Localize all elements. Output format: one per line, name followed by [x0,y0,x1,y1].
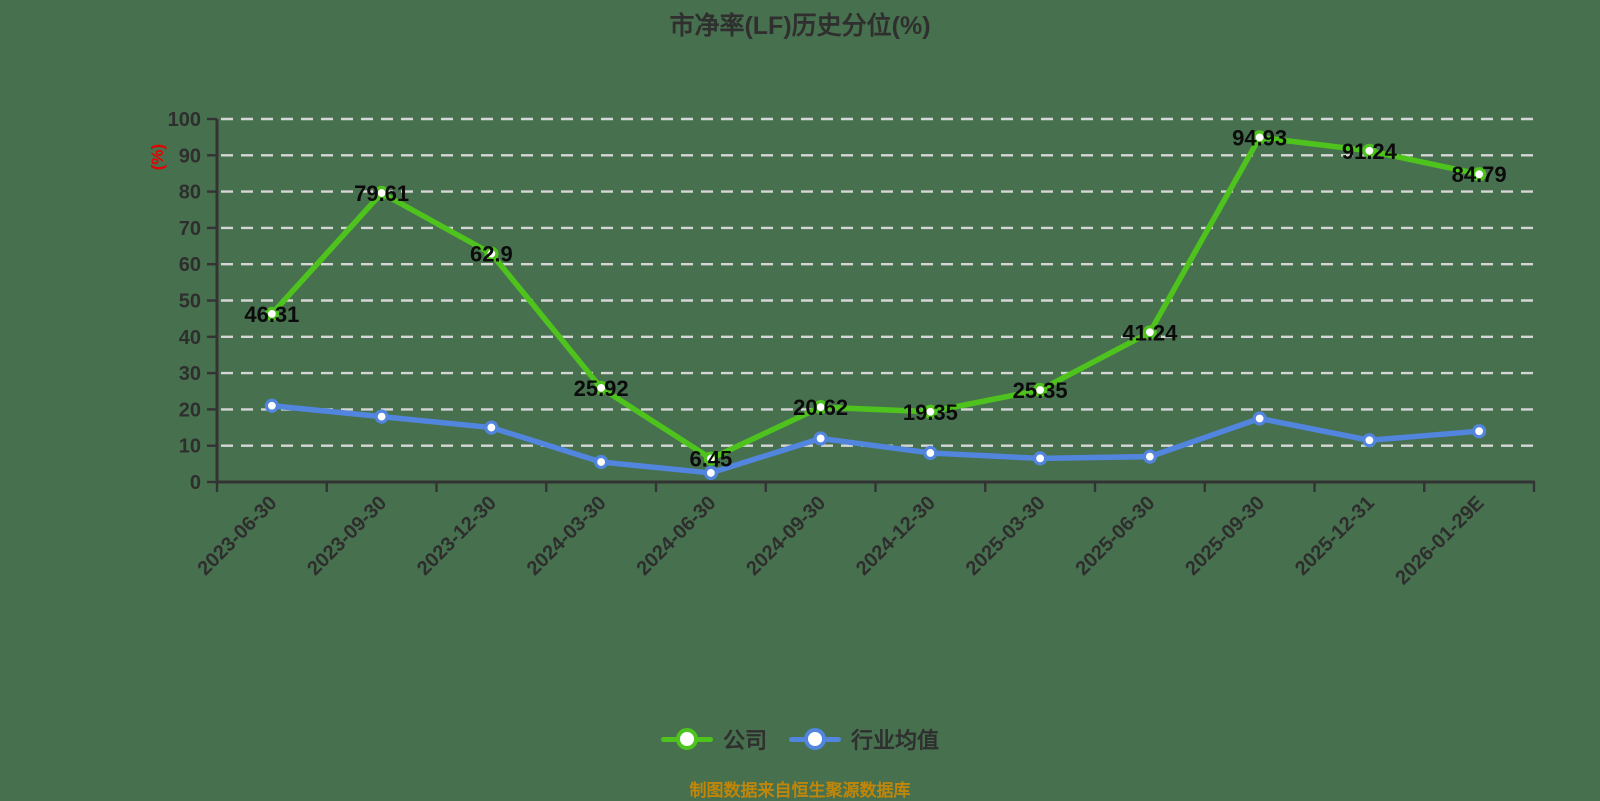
data-point[interactable] [1472,167,1487,182]
x-axis-label: 2023-06-30 [194,492,282,580]
y-axis-tick-label: 70 [179,218,201,240]
legend-label-industry-average: 行业均值 [851,728,940,753]
y-axis-tick-label: 90 [179,145,201,167]
x-axis-label: 2023-12-30 [413,492,501,580]
value-label: 79.61 [354,181,409,206]
x-axis-label: 2024-09-30 [742,492,830,580]
data-point[interactable] [1252,411,1267,426]
x-axis-label: 2025-03-30 [962,492,1050,580]
legend: 公司 行业均值 [0,723,1600,755]
data-point[interactable] [1252,130,1267,145]
data-point[interactable] [923,404,938,419]
data-point[interactable] [923,445,938,461]
data-point[interactable] [484,420,499,435]
value-label: 46.31 [244,302,299,327]
data-point[interactable] [1142,325,1157,340]
value-label: 6.45 [689,447,732,472]
y-axis-tick-label: 50 [179,291,201,313]
x-axis-label: 2024-12-30 [852,492,940,580]
value-label: 62.9 [470,242,513,267]
legend-label-company: 公司 [722,728,767,753]
data-point[interactable] [264,306,279,321]
y-axis-tick-label: 30 [179,363,201,385]
x-axis-label: 2025-12-31 [1291,492,1379,580]
value-label: 19.35 [903,400,958,425]
chart-title: 市净率(LF)历史分位(%) [669,12,931,40]
data-point[interactable] [703,451,718,466]
value-label: 20.62 [793,395,848,420]
data-point[interactable] [813,431,828,446]
x-axis-label: 2024-03-30 [523,492,611,580]
value-label: 94.93 [1232,125,1287,150]
data-point[interactable] [594,380,609,396]
source-note: 制图数据来自恒生聚源数据库 [689,781,911,800]
y-axis-tick-label: 0 [190,472,201,494]
data-point[interactable] [1362,433,1377,448]
data-point[interactable] [1362,143,1377,158]
legend-item-industry-average[interactable]: 行业均值 [789,723,939,755]
data-point[interactable] [1033,451,1048,466]
value-label: 25.35 [1013,378,1068,403]
x-axis-label: 2025-06-30 [1072,492,1160,580]
value-label: 25.92 [574,376,629,401]
data-point[interactable] [703,465,718,481]
data-point[interactable] [594,454,609,470]
value-label: 84.79 [1452,162,1507,187]
series-line [269,403,1482,476]
y-axis-tick-label: 20 [179,399,201,421]
value-label: 91.24 [1342,139,1398,164]
data-point[interactable] [1472,424,1487,439]
y-axis-tick-label: 40 [179,327,201,349]
x-axis-label: 2024-06-30 [633,492,721,580]
x-axis-label: 2025-09-30 [1181,492,1269,580]
data-point[interactable] [484,246,499,261]
data-point[interactable] [813,400,828,415]
x-axis-label: 2023-09-30 [303,492,391,580]
y-axis-tick-label: 60 [179,254,201,276]
x-axis-label: 2026-01-29E [1391,492,1488,589]
data-point[interactable] [374,409,389,424]
legend-item-company[interactable]: 公司 [660,723,767,755]
industry-line-marker-icon [789,725,841,753]
y-axis-tick-label: 80 [179,182,201,204]
data-point[interactable] [1033,382,1048,398]
data-point[interactable] [374,185,389,201]
company-line-marker-icon [660,725,713,753]
data-point[interactable] [264,398,279,413]
y-axis-tick-label: 100 [168,109,201,131]
y-axis-tick-label: 10 [179,436,201,458]
data-point[interactable] [1142,449,1157,464]
value-label: 41.24 [1122,320,1178,345]
series-line [269,134,1482,462]
